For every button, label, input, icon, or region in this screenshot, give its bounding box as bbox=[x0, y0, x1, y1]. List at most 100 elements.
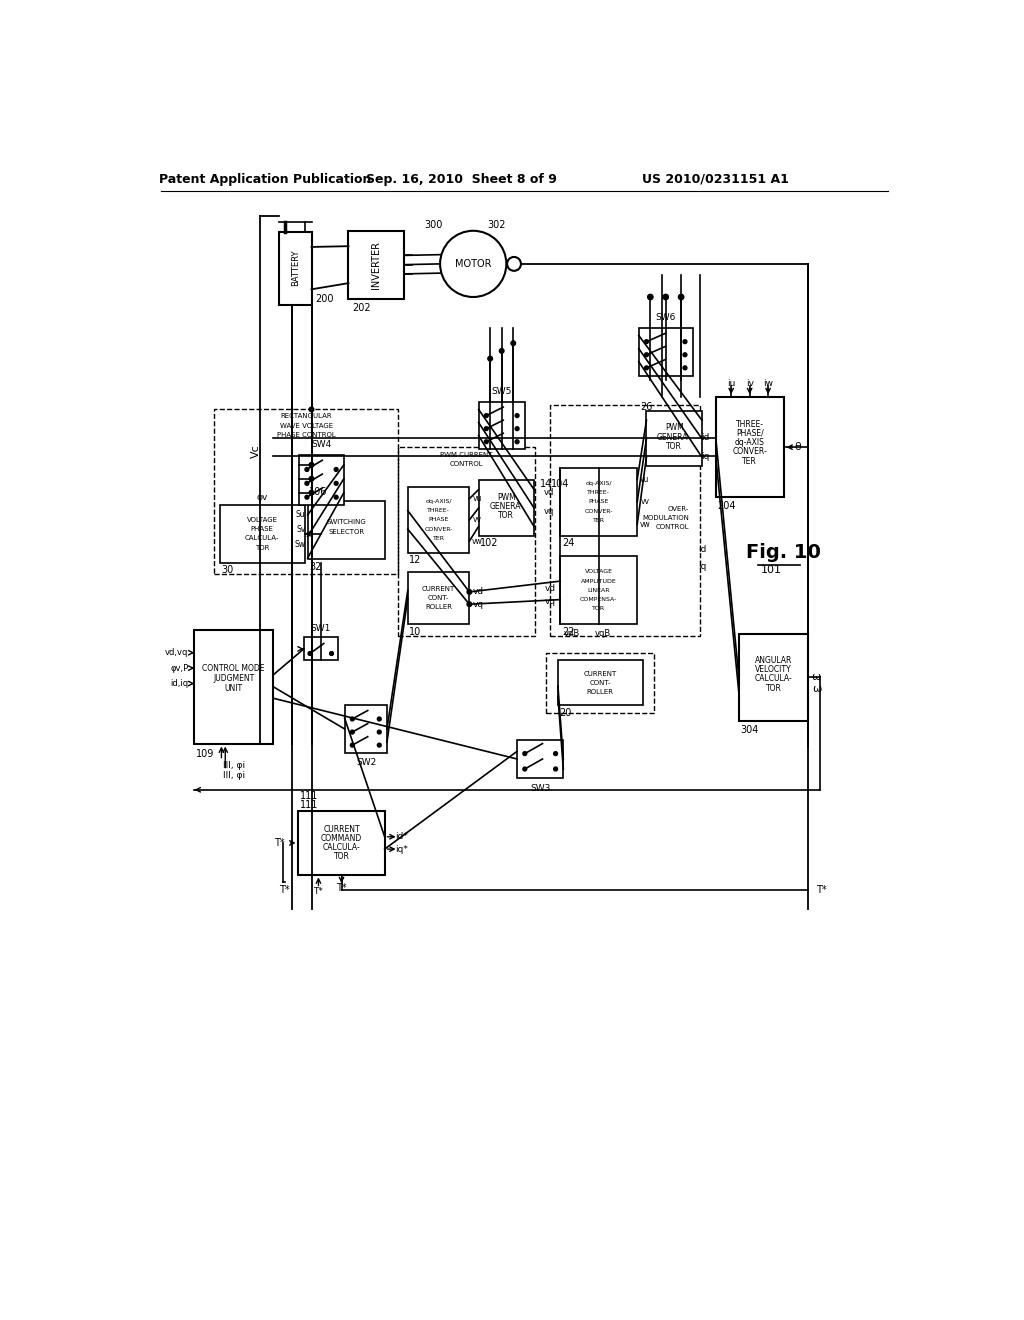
Text: OVER-: OVER- bbox=[668, 506, 689, 512]
Text: Su: Su bbox=[296, 511, 305, 519]
Bar bbox=[348, 231, 403, 298]
Text: Patent Application Publication: Patent Application Publication bbox=[159, 173, 372, 186]
Circle shape bbox=[334, 467, 338, 471]
Text: id: id bbox=[697, 545, 707, 554]
Text: SW3: SW3 bbox=[530, 784, 550, 793]
Circle shape bbox=[334, 482, 338, 486]
Text: THREE-: THREE- bbox=[427, 508, 450, 513]
Text: SELECTOR: SELECTOR bbox=[328, 529, 365, 535]
Text: T*: T* bbox=[274, 838, 285, 847]
Circle shape bbox=[554, 767, 557, 771]
Circle shape bbox=[515, 426, 519, 430]
Ellipse shape bbox=[440, 231, 506, 297]
Text: VOLTAGE: VOLTAGE bbox=[247, 517, 278, 523]
Text: vw: vw bbox=[640, 520, 650, 528]
Text: iu: iu bbox=[727, 379, 735, 388]
Text: vv: vv bbox=[640, 498, 649, 507]
Text: dq-AXIS/: dq-AXIS/ bbox=[586, 480, 612, 486]
Text: PHASE CONTROL: PHASE CONTROL bbox=[276, 432, 336, 438]
Circle shape bbox=[515, 440, 519, 444]
Text: TER: TER bbox=[742, 457, 757, 466]
Bar bbox=[478, 480, 535, 536]
Circle shape bbox=[644, 366, 648, 370]
Text: 111: 111 bbox=[300, 800, 318, 810]
Text: 200: 200 bbox=[315, 293, 334, 304]
Text: GENERA-: GENERA- bbox=[657, 433, 691, 442]
Text: TER: TER bbox=[593, 517, 605, 523]
Circle shape bbox=[305, 495, 309, 499]
Text: WAVE VOLTAGE: WAVE VOLTAGE bbox=[280, 422, 333, 429]
Text: INVERTER: INVERTER bbox=[371, 240, 381, 289]
Circle shape bbox=[350, 743, 354, 747]
Text: θ: θ bbox=[794, 442, 801, 453]
Text: T*: T* bbox=[280, 884, 290, 895]
Text: ROLLER: ROLLER bbox=[425, 605, 452, 610]
Circle shape bbox=[683, 352, 687, 356]
Bar bbox=[307, 502, 385, 558]
Text: TOR: TOR bbox=[255, 545, 269, 550]
Text: 101: 101 bbox=[761, 565, 781, 576]
Text: vq: vq bbox=[473, 599, 484, 609]
Text: SW5: SW5 bbox=[492, 387, 512, 396]
Bar bbox=[220, 506, 304, 562]
Bar bbox=[345, 705, 387, 752]
Text: iq: iq bbox=[701, 451, 710, 461]
Text: Sw: Sw bbox=[294, 540, 305, 549]
Text: vdB: vdB bbox=[563, 630, 580, 638]
Text: UNIT: UNIT bbox=[224, 684, 243, 693]
Text: 30: 30 bbox=[221, 565, 233, 576]
Text: PWM CURRENT: PWM CURRENT bbox=[440, 451, 493, 458]
Text: CONVER-: CONVER- bbox=[732, 447, 767, 457]
Text: 106: 106 bbox=[309, 487, 328, 496]
Text: iq*: iq* bbox=[395, 845, 408, 854]
Text: vqB: vqB bbox=[595, 630, 610, 638]
Bar bbox=[558, 660, 643, 705]
Text: ANGULAR: ANGULAR bbox=[755, 656, 793, 665]
Text: CONTROL: CONTROL bbox=[655, 524, 689, 531]
Circle shape bbox=[378, 730, 381, 734]
Text: 202: 202 bbox=[352, 302, 371, 313]
Circle shape bbox=[330, 652, 334, 656]
Bar bbox=[716, 397, 783, 498]
Circle shape bbox=[309, 490, 313, 495]
Text: PWM: PWM bbox=[497, 492, 516, 502]
Text: TER: TER bbox=[432, 536, 444, 541]
Text: CONTROL MODE: CONTROL MODE bbox=[203, 664, 265, 673]
Bar bbox=[517, 739, 563, 779]
Text: BATTERY: BATTERY bbox=[291, 249, 300, 286]
Text: III, φi: III, φi bbox=[222, 771, 245, 780]
Text: 20: 20 bbox=[559, 708, 571, 718]
Circle shape bbox=[679, 294, 684, 300]
Bar bbox=[298, 812, 385, 875]
Text: TOR: TOR bbox=[334, 853, 349, 861]
Text: id,iq: id,iq bbox=[170, 678, 188, 688]
Text: III, φi: III, φi bbox=[222, 760, 245, 770]
Text: AMPLITUDE: AMPLITUDE bbox=[581, 578, 616, 583]
Text: vd,vq: vd,vq bbox=[165, 648, 188, 657]
Text: 10: 10 bbox=[410, 627, 422, 638]
Circle shape bbox=[663, 294, 669, 300]
Text: Vc: Vc bbox=[251, 444, 261, 458]
Text: vd: vd bbox=[545, 583, 556, 593]
Text: TOR: TOR bbox=[766, 684, 781, 693]
Text: 304: 304 bbox=[740, 725, 759, 735]
Text: T*: T* bbox=[336, 883, 347, 894]
Circle shape bbox=[511, 341, 515, 346]
Circle shape bbox=[484, 426, 488, 430]
Text: 22: 22 bbox=[562, 627, 574, 638]
Bar bbox=[299, 455, 344, 506]
Text: TOR: TOR bbox=[667, 442, 682, 451]
Bar bbox=[646, 411, 701, 466]
Circle shape bbox=[350, 730, 354, 734]
Text: 32: 32 bbox=[309, 561, 322, 572]
Bar bbox=[739, 635, 808, 721]
Bar bbox=[550, 405, 700, 636]
Text: Sv: Sv bbox=[296, 525, 305, 535]
Text: 300: 300 bbox=[424, 219, 442, 230]
Text: CONVER-: CONVER- bbox=[585, 508, 613, 513]
Text: CALCULA-: CALCULA- bbox=[755, 675, 793, 684]
Text: vq: vq bbox=[544, 507, 554, 516]
Text: SW2: SW2 bbox=[356, 759, 376, 767]
Bar bbox=[408, 487, 469, 553]
Text: SW6: SW6 bbox=[655, 313, 676, 322]
